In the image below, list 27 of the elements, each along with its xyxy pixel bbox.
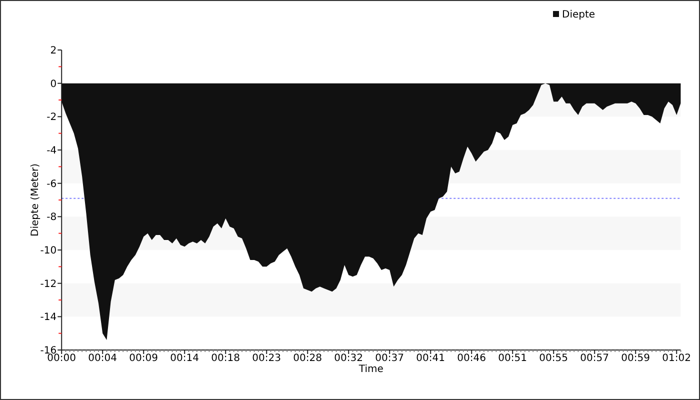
x-axis-title: Time bbox=[358, 364, 384, 375]
x-tick-label: 00:28 bbox=[293, 353, 322, 364]
x-tick-label: 00:14 bbox=[170, 353, 200, 364]
y-tick-label: -10 bbox=[40, 246, 57, 256]
x-tick-label: 00:46 bbox=[457, 353, 486, 364]
y-tick-label: 2 bbox=[50, 46, 57, 56]
x-tick-label: 00:55 bbox=[539, 353, 568, 364]
x-tick-label: 00:18 bbox=[211, 353, 240, 364]
y-tick-label: -4 bbox=[46, 146, 57, 156]
y-tick-label: -12 bbox=[40, 278, 57, 290]
y-tick-label: -8 bbox=[46, 212, 57, 224]
x-tick-label: 00:09 bbox=[129, 353, 158, 364]
y-axis-title: Diepte (Meter) bbox=[30, 163, 41, 236]
y-tick-label: 0 bbox=[50, 78, 57, 90]
y-tick-label: -6 bbox=[46, 178, 57, 190]
x-tick-label: 01:02 bbox=[662, 353, 692, 364]
x-tick-label: 00:51 bbox=[498, 353, 528, 364]
x-tick-label: 00:23 bbox=[252, 353, 282, 364]
x-tick-label: 00:57 bbox=[580, 353, 610, 364]
x-tick-label: 00:41 bbox=[416, 353, 446, 364]
x-tick-label: 00:32 bbox=[334, 353, 364, 364]
y-tick-label: -14 bbox=[40, 312, 57, 324]
x-tick-label: 00:59 bbox=[621, 353, 650, 364]
y-tick-label: -2 bbox=[46, 112, 57, 124]
x-tick-label: 00:37 bbox=[375, 353, 404, 364]
x-tick-label: 00:04 bbox=[88, 353, 118, 364]
legend-label: Diepte bbox=[562, 10, 596, 20]
